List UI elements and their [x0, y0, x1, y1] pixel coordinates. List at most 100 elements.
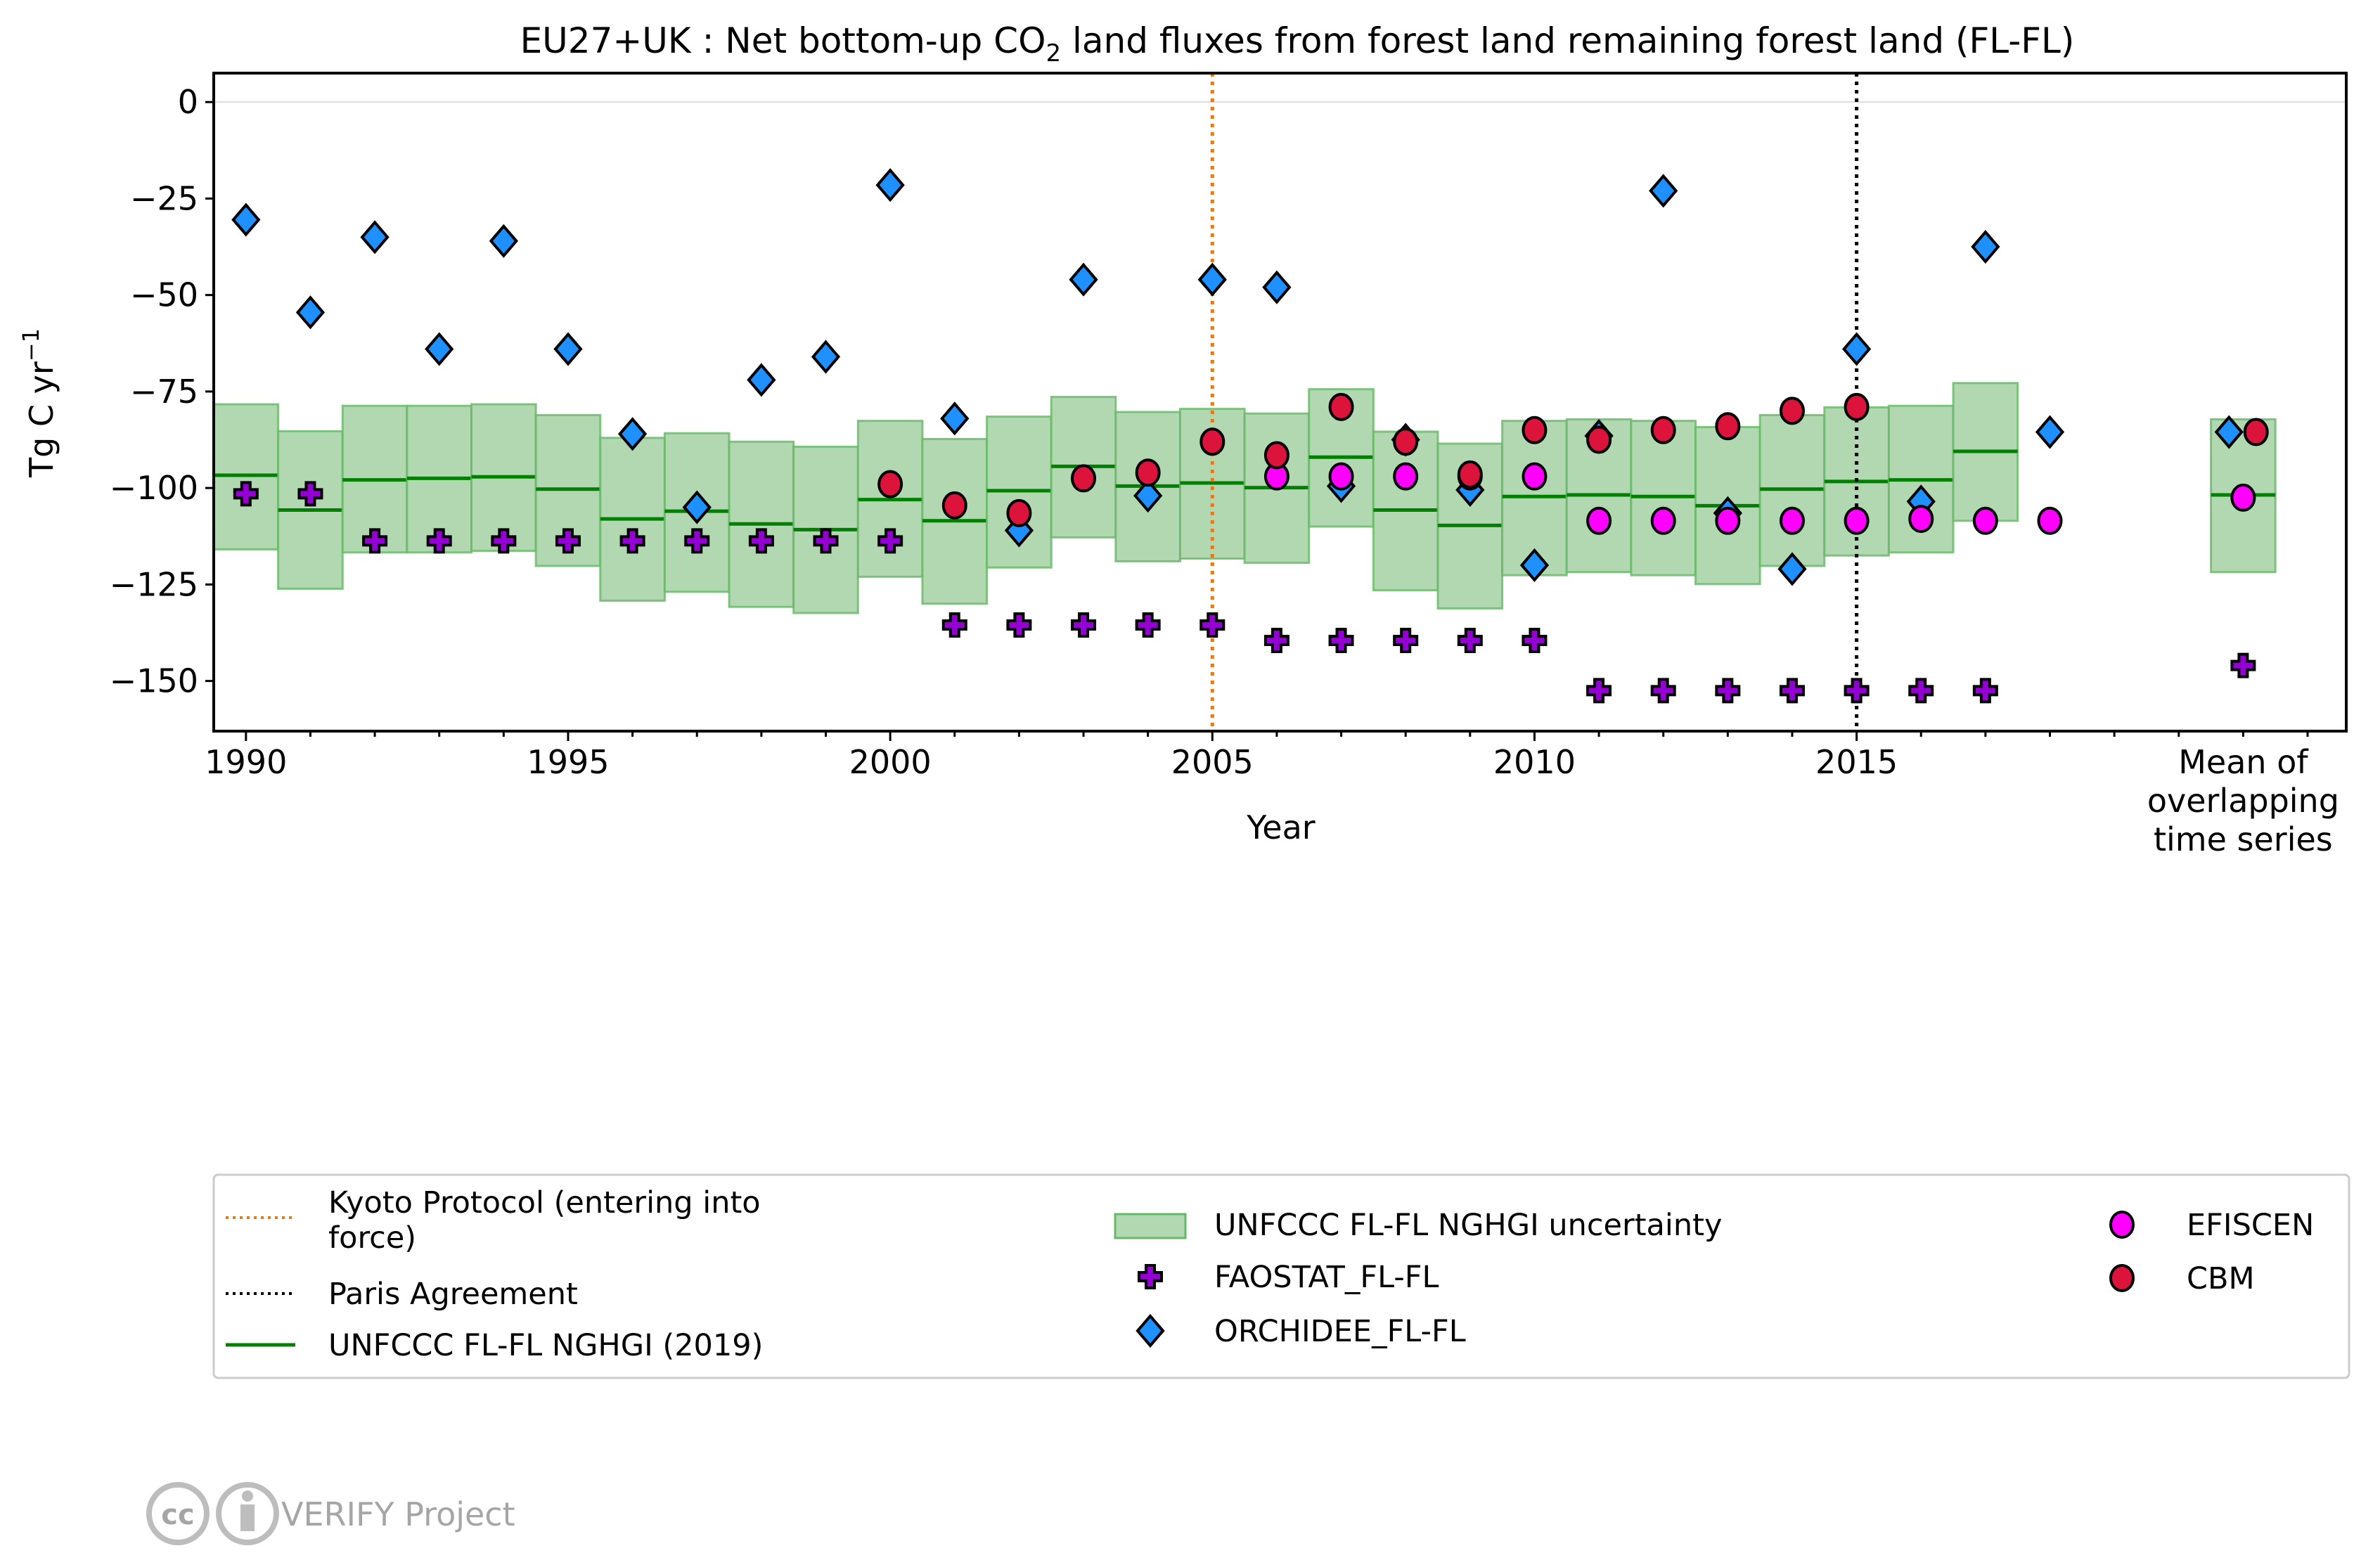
data-point — [1199, 612, 1226, 638]
x-tick-label: 1995 — [527, 743, 609, 781]
x-axis-label: Year — [1246, 808, 1315, 846]
y-axis-label: Tg C yr−1 — [18, 328, 60, 478]
data-point — [1393, 627, 1419, 653]
data-point — [1393, 427, 1419, 456]
y-tick-label: −75 — [130, 373, 198, 411]
series-orchidee-fl-fl — [231, 168, 2244, 586]
data-point — [1522, 462, 1548, 491]
data-point — [1779, 678, 1805, 704]
data-point — [1457, 460, 1483, 489]
legend-cbm-label: CBM — [2187, 1261, 2255, 1296]
data-point — [875, 168, 905, 202]
mean-tick-label-line: Mean of — [2178, 743, 2309, 781]
data-point — [1715, 412, 1741, 441]
svg-text:cc: cc — [161, 1499, 194, 1531]
data-point — [233, 481, 259, 507]
mean-data-point — [2214, 415, 2244, 449]
data-point — [1779, 397, 1805, 425]
data-point — [1263, 441, 1289, 470]
data-point — [1328, 462, 1354, 491]
legend-efiscen-marker — [2109, 1211, 2135, 1239]
legend-kyoto-label: force) — [328, 1220, 416, 1256]
y-tick-label: −150 — [110, 662, 198, 700]
legend-nghgi-label: UNFCCC FL-FL NGHGI (2019) — [328, 1328, 763, 1363]
footer-credit: VERIFY Project — [281, 1495, 515, 1533]
series-efiscen — [1263, 462, 2256, 535]
data-point — [1328, 627, 1354, 653]
mean-tick-label-line: time series — [2154, 820, 2333, 858]
data-point — [231, 202, 261, 237]
data-point — [1393, 462, 1419, 491]
data-point — [360, 220, 390, 254]
legend-faostat-label: FAOSTAT_FL-FL — [1214, 1260, 1439, 1295]
data-point — [1133, 479, 1163, 513]
footer: cc VERIFY Project — [146, 1482, 515, 1545]
legend-kyoto-label: Kyoto Protocol (entering into — [328, 1185, 761, 1220]
legend-orchidee-label: ORCHIDEE_FL-FL — [1214, 1314, 1466, 1349]
data-point — [619, 528, 645, 554]
data-point — [1328, 392, 1354, 421]
data-point — [747, 363, 776, 397]
cc-license-icon: cc — [146, 1482, 279, 1545]
data-point — [1650, 678, 1676, 704]
data-point — [295, 295, 326, 330]
data-point — [1197, 262, 1227, 297]
y-tick-label: −125 — [110, 565, 198, 603]
data-point — [1457, 627, 1483, 653]
data-point — [1844, 392, 1870, 421]
data-point — [682, 490, 712, 524]
data-point — [941, 612, 967, 638]
legend-efiscen-label: EFISCEN — [2187, 1208, 2314, 1243]
data-point — [684, 528, 710, 554]
y-tick-label: −100 — [110, 469, 198, 507]
data-point — [1650, 506, 1676, 535]
data-point — [2035, 415, 2065, 449]
x-tick-label: 2000 — [849, 743, 932, 781]
data-point — [1135, 458, 1161, 487]
data-point — [491, 528, 517, 554]
data-point — [426, 528, 452, 554]
data-point — [489, 224, 518, 258]
mean-data-point — [2230, 483, 2256, 512]
data-point — [1715, 678, 1741, 704]
data-point — [1071, 612, 1097, 638]
legend-orchidee-marker — [1136, 1313, 1165, 1348]
data-point — [1908, 505, 1934, 534]
legend-uncertainty-label: UNFCCC FL-FL NGHGI uncertainty — [1214, 1208, 1722, 1243]
chart-title: EU27+UK : Net bottom-up CO2 land fluxes … — [520, 20, 2075, 67]
data-point — [425, 332, 454, 366]
data-point — [811, 340, 841, 374]
data-point — [813, 528, 839, 554]
data-point — [1006, 612, 1032, 638]
data-point — [1972, 678, 1998, 704]
data-point — [1586, 506, 1612, 535]
mean-data-point — [2243, 418, 2269, 446]
legend-paris-label: Paris Agreement — [328, 1277, 578, 1312]
x-tick-label: 2015 — [1815, 743, 1898, 781]
data-point — [1650, 415, 1676, 444]
data-point — [362, 528, 388, 554]
data-point — [1972, 506, 1998, 535]
data-point — [1069, 262, 1098, 297]
data-point — [1715, 506, 1741, 535]
plot-frame — [212, 72, 2348, 733]
legend-faostat-marker — [1138, 1264, 1163, 1289]
mean-data-point — [2230, 652, 2256, 678]
data-point — [1649, 174, 1678, 208]
data-point — [1841, 332, 1872, 366]
data-point — [748, 528, 774, 554]
y-tick-label: −50 — [130, 276, 198, 314]
data-point — [1908, 678, 1934, 704]
y-tick-label: −25 — [130, 179, 198, 217]
data-point — [877, 528, 903, 554]
data-point — [877, 470, 903, 498]
data-point — [555, 528, 581, 554]
legend-cbm-marker — [2109, 1264, 2135, 1292]
legend-frame — [212, 1173, 2350, 1379]
data-point — [1519, 548, 1550, 583]
data-point — [1522, 415, 1548, 444]
x-tick-label: 2010 — [1493, 743, 1576, 781]
data-point — [553, 332, 583, 366]
